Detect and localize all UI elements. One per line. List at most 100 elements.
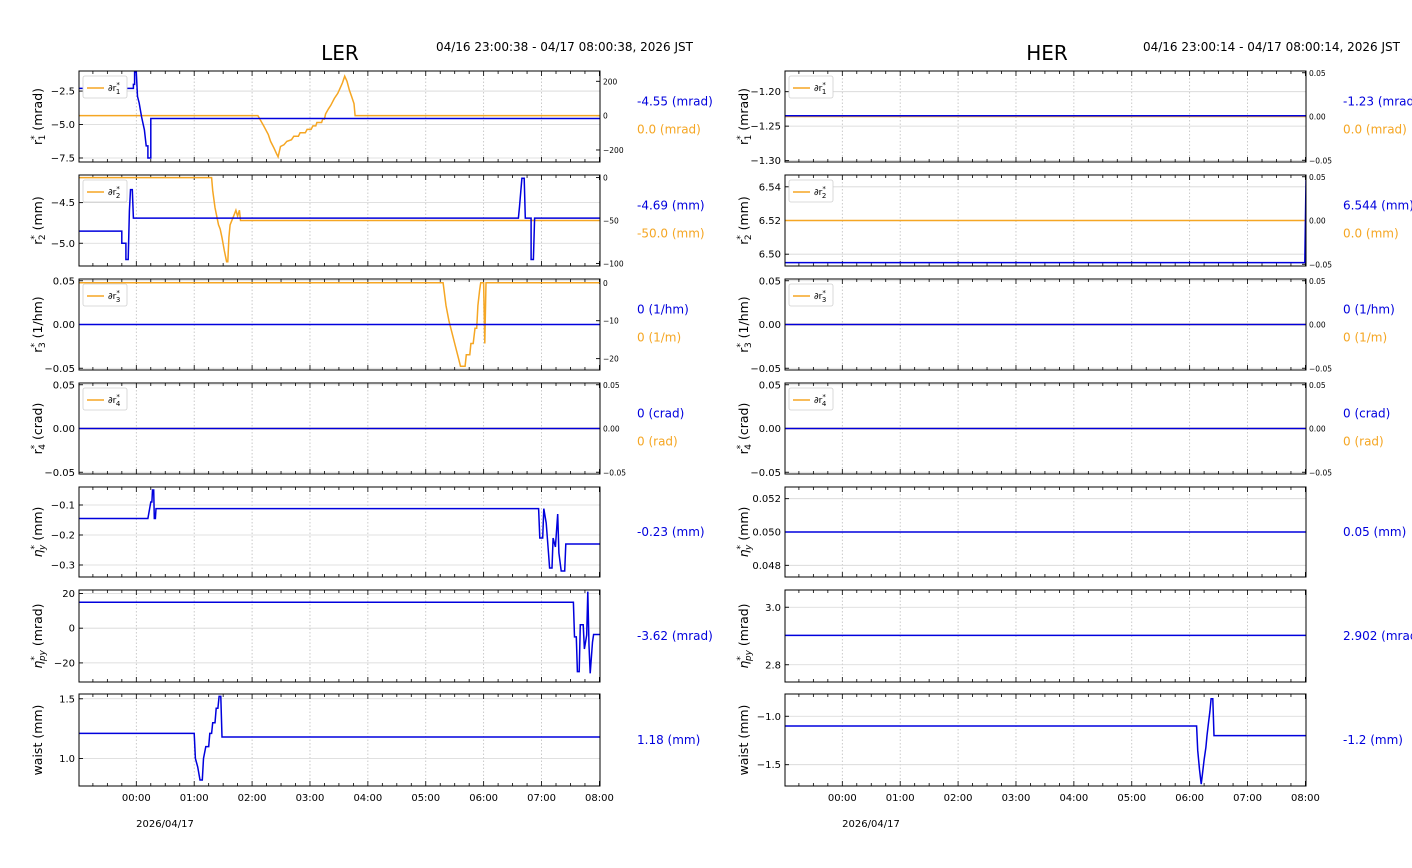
y2-tick-label: 0.05 bbox=[1309, 173, 1326, 182]
y-tick-label: −0.05 bbox=[44, 468, 75, 479]
legend-label: ∂r* 1 bbox=[814, 81, 826, 96]
legend-box bbox=[788, 387, 834, 411]
blue-value-readout: -1.23 (mrad) bbox=[1343, 95, 1412, 109]
y-tick-label: −4.5 bbox=[51, 198, 75, 209]
x-tick-label: 05:00 bbox=[1117, 793, 1146, 804]
y-tick-label: 0.05 bbox=[759, 380, 781, 391]
subplot-frame bbox=[78, 382, 601, 475]
legend-box bbox=[82, 283, 128, 307]
y-tick-label: −0.05 bbox=[750, 468, 781, 479]
legend-label: ∂r* 4 bbox=[814, 393, 827, 408]
y2-tick-label: 0.05 bbox=[603, 381, 620, 390]
y2-tick-label: 0.05 bbox=[1309, 69, 1326, 78]
y-tick-label: −5.0 bbox=[51, 120, 75, 131]
y2-tick-label: −20 bbox=[603, 355, 619, 364]
subplot: −1.30 −1.25 −1.20 −0.05 0.00 0.05 ∂r* 1 r*1 (mra… bbox=[736, 69, 1412, 167]
subplot: −0.05 0.00 0.05 −20 −10 0 ∂r* 3 r*3 (1/hm) 0 (1/h… bbox=[30, 276, 689, 375]
y-tick-label: 0.05 bbox=[53, 276, 75, 287]
blue-value-readout: 0.05 (mm) bbox=[1343, 525, 1406, 539]
y2-tick-label: −0.05 bbox=[1309, 364, 1332, 373]
y-tick-label: −0.2 bbox=[51, 531, 75, 542]
subplot-frame bbox=[78, 589, 601, 683]
y2-tick-label: 0.00 bbox=[1309, 113, 1326, 122]
her-header: HER 04/16 23:00:14 - 04/17 08:00:14, 202… bbox=[842, 40, 1400, 830]
y2-tick-label: 0.05 bbox=[1309, 381, 1326, 390]
y-tick-label: −1.30 bbox=[750, 156, 781, 167]
y-tick-label: −20 bbox=[54, 658, 75, 669]
subplot: −20 0 20 η*py (mrad) -3.62 (mrad) bbox=[30, 589, 713, 683]
y2-tick-label: 0 bbox=[603, 112, 608, 121]
blue-value-readout: -3.62 (mrad) bbox=[637, 629, 713, 643]
her-time-range: 04/16 23:00:14 - 04/17 08:00:14, 2026 JS… bbox=[1143, 40, 1401, 54]
blue-series-line bbox=[79, 71, 600, 159]
ler-date-label: 2026/04/17 bbox=[136, 819, 194, 830]
x-tick-label: 04:00 bbox=[353, 793, 382, 804]
orange-series-line bbox=[79, 74, 600, 159]
subplot-frame bbox=[784, 693, 1307, 787]
legend-box bbox=[82, 75, 128, 99]
y-tick-label: −1.0 bbox=[757, 712, 781, 723]
subplot: −7.5 −5.0 −2.5 −200 0 200 ∂r* 1 r*1 (mrad) -4.55 … bbox=[30, 70, 713, 164]
blue-series-line bbox=[79, 591, 600, 674]
her-panel: −1.30 −1.25 −1.20 −0.05 0.00 0.05 ∂r* 1 r*1 (mra… bbox=[736, 69, 1412, 804]
subplot: −1.5 −1.0 waist (mm) -1.2 (mm) bbox=[736, 693, 1403, 787]
legend-label: ∂r* 4 bbox=[108, 393, 121, 408]
subplot: −5.0 −4.5 −100 −50 0 ∂r* 2 r*2 (mm) -4.69 (mm) -5… bbox=[30, 174, 705, 269]
blue-series-line bbox=[785, 180, 1306, 264]
y2-tick-label: 0.00 bbox=[603, 425, 620, 434]
legend: ∂r* 4 bbox=[82, 387, 128, 411]
y2-tick-label: −0.05 bbox=[1309, 468, 1332, 477]
legend: ∂r* 1 bbox=[82, 75, 128, 99]
subplot: −0.05 0.00 0.05 −0.05 0.00 0.05 ∂r* 4 r*4 (crad)… bbox=[30, 380, 684, 479]
legend-label: ∂r* 3 bbox=[814, 289, 826, 304]
subplot-frame bbox=[78, 174, 601, 267]
subplot-frame bbox=[78, 70, 601, 163]
legend: ∂r* 1 bbox=[788, 75, 834, 99]
y-tick-label: 0.00 bbox=[53, 320, 75, 331]
legend-label: ∂r* 1 bbox=[108, 81, 120, 96]
y-tick-label: 0.00 bbox=[759, 320, 781, 331]
y-axis-label: r*3 (1/hm) bbox=[30, 296, 48, 352]
y-tick-label: 6.52 bbox=[759, 216, 781, 227]
y-tick-label: 0.00 bbox=[759, 424, 781, 435]
y-tick-label: 0.050 bbox=[752, 528, 781, 539]
y-axis-label: r*3 (1/hm) bbox=[736, 296, 754, 352]
y-tick-label: 0.05 bbox=[759, 276, 781, 287]
subplot: 0.048 0.050 0.052 η*y (mm) 0.05 (mm) bbox=[736, 486, 1406, 578]
legend-box bbox=[82, 387, 128, 411]
blue-series-line bbox=[785, 698, 1306, 785]
blue-value-readout: 2.902 (mrad) bbox=[1343, 629, 1412, 643]
x-tick-label: 00:00 bbox=[122, 793, 151, 804]
x-tick-label: 05:00 bbox=[411, 793, 440, 804]
ler-title: LER bbox=[321, 41, 359, 65]
y-tick-label: 20 bbox=[62, 589, 75, 600]
subplot-frame bbox=[784, 174, 1307, 267]
subplot: −0.05 0.00 0.05 −0.05 0.00 0.05 ∂r* 3 r*3 (1/hm)… bbox=[736, 276, 1395, 375]
orange-series-line bbox=[79, 282, 600, 367]
y2-tick-label: 0.05 bbox=[1309, 277, 1326, 286]
x-tick-label: 03:00 bbox=[1002, 793, 1031, 804]
subplot: −0.3 −0.2 −0.1η*y (mm) -0.23 (mm) bbox=[30, 486, 705, 578]
y-tick-label: −5.0 bbox=[51, 239, 75, 250]
orange-value-readout: 0.0 (mrad) bbox=[637, 123, 701, 137]
y2-tick-label: 200 bbox=[603, 77, 618, 86]
y2-tick-label: −200 bbox=[603, 146, 624, 155]
blue-value-readout: 0 (1/hm) bbox=[637, 303, 689, 317]
subplot-frame bbox=[78, 486, 601, 578]
legend: ∂r* 2 bbox=[82, 179, 128, 203]
x-tick-label: 01:00 bbox=[886, 793, 915, 804]
y-tick-label: −0.1 bbox=[51, 501, 75, 512]
blue-value-readout: 0 (crad) bbox=[1343, 407, 1390, 421]
y-tick-label: 6.54 bbox=[759, 182, 781, 193]
subplot: 2.8 3.0 η*py (mrad) 2.902 (mrad) bbox=[736, 589, 1412, 683]
x-tick-label: 02:00 bbox=[944, 793, 973, 804]
y-tick-label: 0.00 bbox=[53, 424, 75, 435]
y-tick-label: 3.0 bbox=[765, 603, 781, 614]
subplot-frame bbox=[784, 382, 1307, 475]
blue-series-line bbox=[79, 177, 600, 261]
y2-tick-label: 0.00 bbox=[1309, 217, 1326, 226]
orange-value-readout: -50.0 (mm) bbox=[637, 227, 705, 241]
